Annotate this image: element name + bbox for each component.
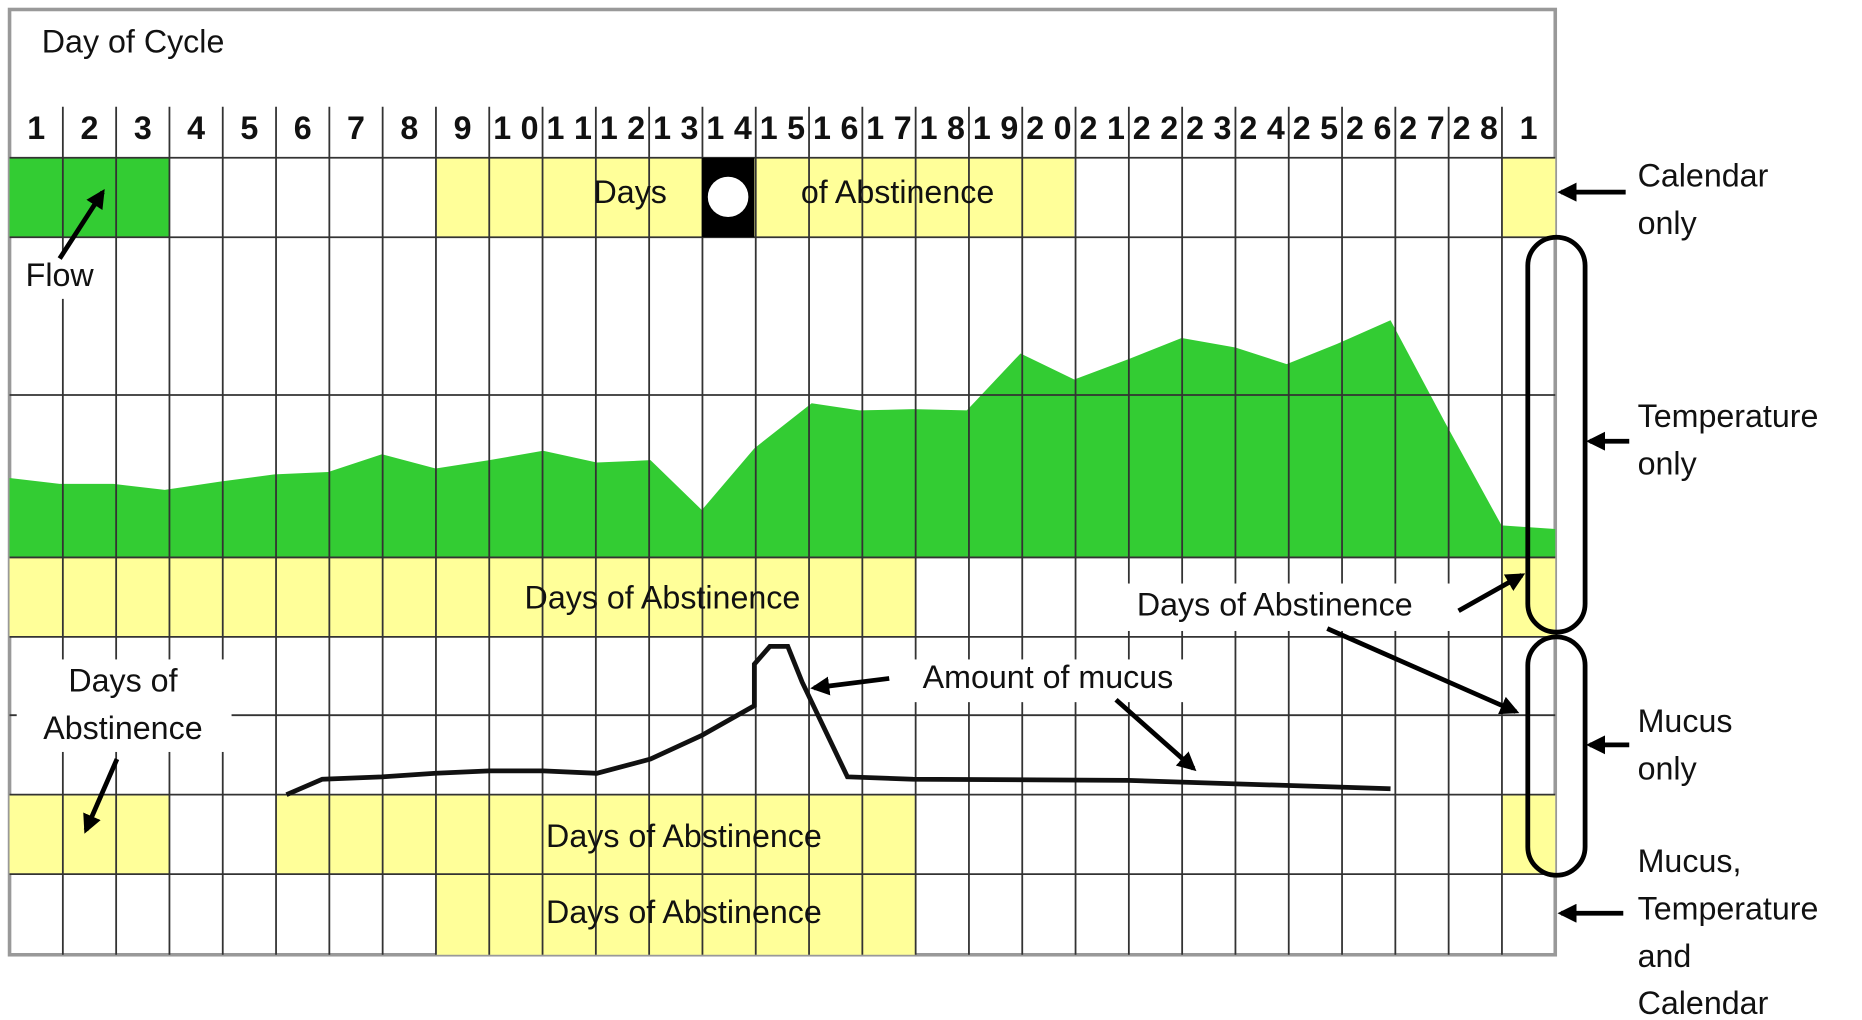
day-number: 7 — [347, 110, 365, 146]
label-bg — [16, 659, 232, 752]
grid — [9, 106, 1556, 955]
mucus-amount-label: Amount of mucus — [923, 659, 1174, 695]
side-label: and — [1638, 938, 1692, 974]
temperature-area — [9, 320, 1556, 558]
early-abstinence-label: Abstinence — [43, 710, 202, 746]
title: Day of Cycle — [42, 23, 225, 59]
day-number: 8 — [400, 110, 418, 146]
day-number: 9 — [454, 110, 472, 146]
label-bg — [1095, 583, 1454, 631]
side-label: Mucus — [1638, 703, 1733, 739]
mucus-abstinence-label: Days of Abstinence — [546, 818, 822, 854]
arrow — [1326, 626, 1520, 715]
day-number: 1 — [1520, 110, 1538, 146]
calendar-band-end — [1501, 157, 1556, 238]
bracket-temperature — [1525, 234, 1588, 635]
arrow — [57, 188, 105, 260]
calendar-days-label: Days — [594, 174, 667, 210]
day-number: 2 — [81, 110, 99, 146]
day-number: 6 — [294, 110, 312, 146]
temperature-abstinence-label: Days of Abstinence — [525, 580, 801, 616]
side-label: only — [1638, 205, 1697, 241]
temperature-band — [9, 557, 916, 637]
day-number: 1 — [27, 110, 45, 146]
arrow — [83, 758, 120, 834]
late-abstinence-label: Days of Abstinence — [1137, 587, 1413, 623]
flow-band — [9, 157, 170, 238]
day-number: 4 — [187, 110, 205, 146]
arrow — [1457, 573, 1526, 613]
side-label: Temperature — [1638, 890, 1819, 926]
arrow — [1114, 697, 1197, 772]
side-label: Calendar — [1638, 157, 1769, 193]
early-abstinence-label: Days of — [68, 663, 177, 699]
day-number: 3 — [134, 110, 152, 146]
flow-label: Flow — [26, 257, 95, 293]
side-label: Temperature — [1638, 398, 1819, 434]
ovulation-marker — [707, 176, 749, 218]
side-label: only — [1638, 750, 1697, 786]
combined-band — [435, 874, 916, 955]
label-bg — [885, 659, 1211, 703]
day-number: 5 — [240, 110, 258, 146]
label-bg — [14, 256, 106, 299]
side-label: only — [1638, 446, 1697, 482]
mucus-line — [285, 644, 1391, 797]
side-label: Mucus, — [1638, 843, 1742, 879]
combined-abstinence-label: Days of Abstinence — [546, 894, 822, 930]
calendar-abstinence-label: of Abstinence — [801, 174, 994, 210]
bracket-mucus — [1525, 634, 1588, 878]
arrows — [57, 182, 1630, 923]
side-label: Calendar — [1638, 985, 1769, 1020]
arrow — [810, 676, 890, 696]
mucus-band-early — [9, 794, 170, 875]
